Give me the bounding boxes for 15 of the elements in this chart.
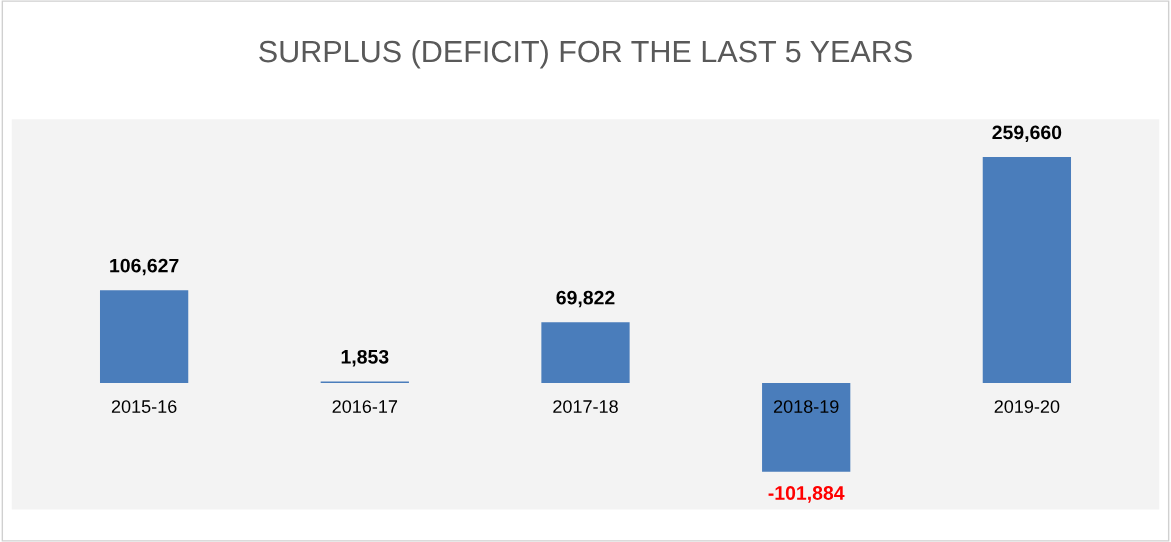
x-tick-label: 2016-17 <box>332 400 398 413</box>
chart-title: SURPLUS (DEFICIT) FOR THE LAST 5 YEARS <box>259 39 912 69</box>
x-tick-label: 2018-19 <box>773 400 839 413</box>
x-tick-label: 2019-20 <box>994 400 1060 413</box>
data-label: 1,853 <box>341 349 389 367</box>
bar <box>99 290 189 384</box>
bar <box>541 322 630 384</box>
data-label: 106,627 <box>110 258 179 276</box>
bar <box>762 383 851 472</box>
x-tick-label: 2017-18 <box>553 400 618 413</box>
x-tick-label: 2015-16 <box>111 400 177 413</box>
data-label: -101,884 <box>768 486 845 503</box>
data-label: 69,822 <box>556 290 615 308</box>
bar <box>982 157 1072 384</box>
data-label: 259,660 <box>992 125 1062 143</box>
